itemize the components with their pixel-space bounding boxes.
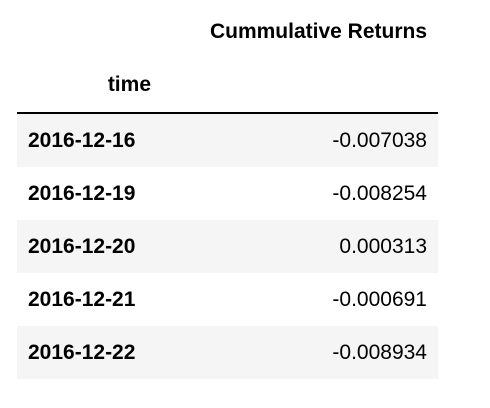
table-row: 2016-12-19 -0.008254 [17,167,438,220]
header-blank-cell [17,6,162,58]
row-index-cell: 2016-12-21 [28,287,136,311]
column-header-cummulative-returns: Cummulative Returns [209,20,427,43]
table-header: Cummulative Returns time [17,6,438,114]
index-name-row: time [17,58,438,114]
table-row: 2016-12-20 0.000313 [17,220,438,273]
row-index-cell: 2016-12-22 [28,340,136,364]
table-row: 2016-12-22 -0.008934 [17,326,438,379]
row-value-cell: 0.000313 [339,234,427,258]
row-index-cell: 2016-12-20 [28,234,136,258]
row-value-cell: -0.008934 [332,340,427,364]
dataframe-table: Cummulative Returns time 2016-12-16 -0.0… [17,6,438,379]
row-value-cell: -0.007038 [332,128,427,152]
table-row: 2016-12-21 -0.000691 [17,273,438,326]
row-value-cell: -0.008254 [332,181,427,205]
column-header-row: Cummulative Returns [17,6,438,58]
row-index-cell: 2016-12-16 [28,128,136,152]
table-row: 2016-12-16 -0.007038 [17,113,438,167]
index-name-header: time [17,58,162,114]
dataframe-output: Cummulative Returns time 2016-12-16 -0.0… [17,6,438,379]
row-index-cell: 2016-12-19 [28,181,136,205]
index-name-blank-cell [162,58,438,114]
table-body: 2016-12-16 -0.007038 2016-12-19 -0.00825… [17,113,438,379]
row-value-cell: -0.000691 [332,287,427,311]
